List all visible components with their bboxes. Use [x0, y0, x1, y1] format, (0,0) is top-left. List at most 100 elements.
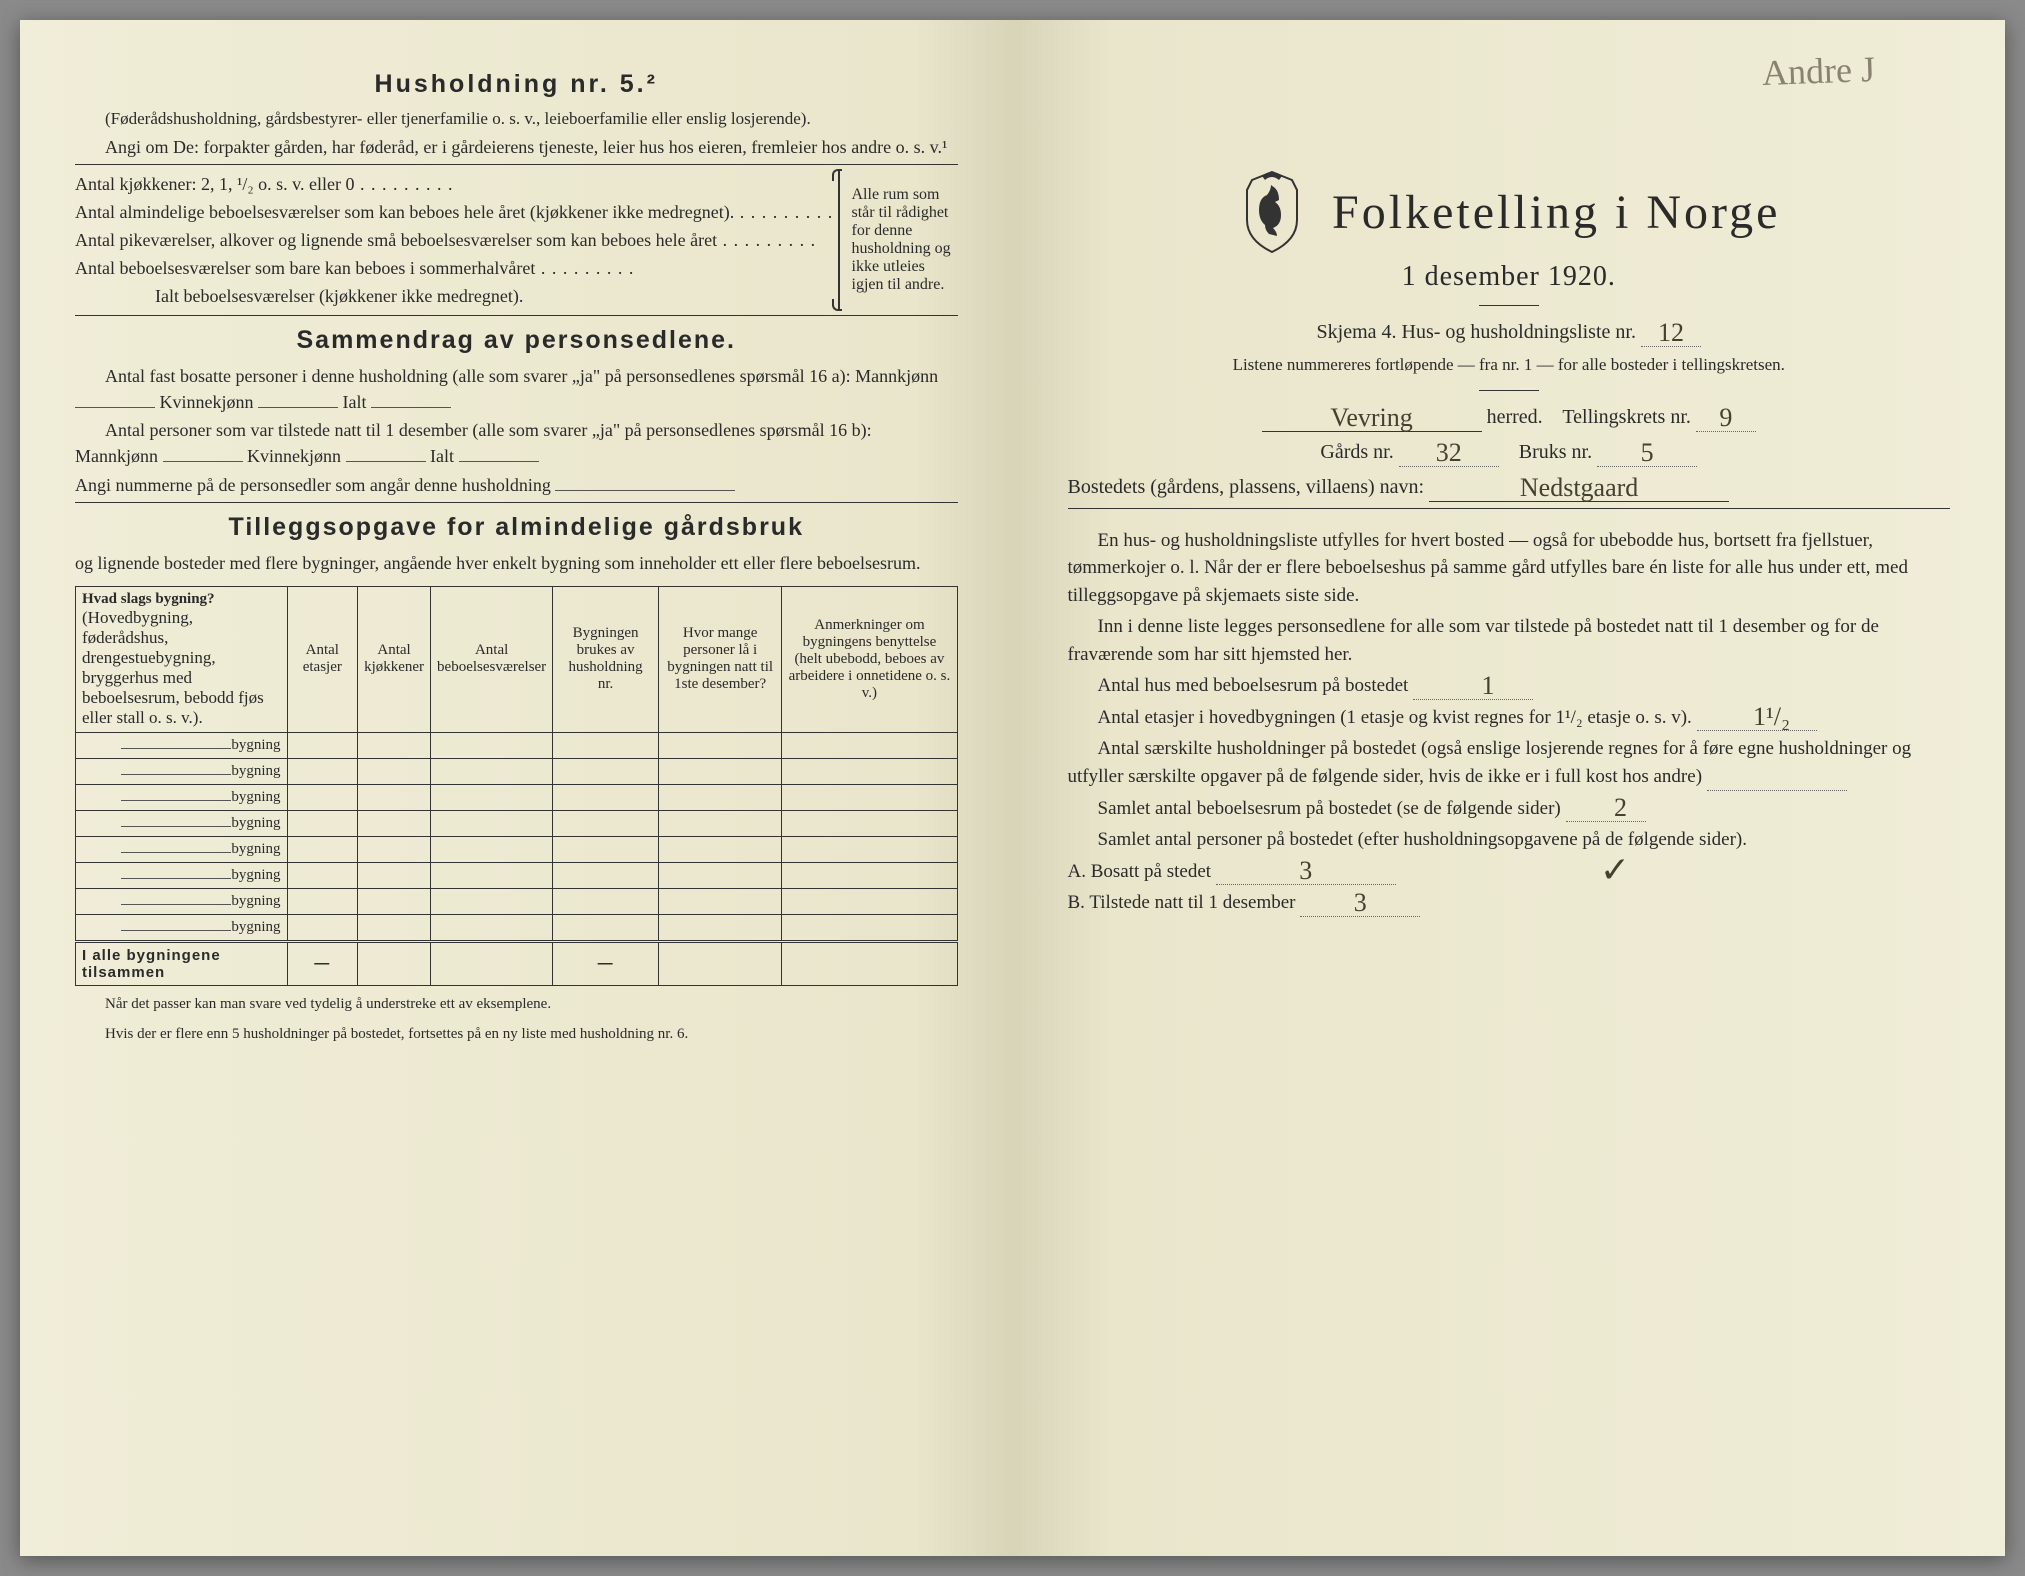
blank [555, 490, 735, 491]
blank [121, 904, 231, 905]
building-tbody: bygning bygning bygning bygning bygning … [76, 732, 958, 985]
kitchen-line-3: Antal pikeværelser, alkover og lignende … [75, 227, 838, 253]
qB-value: 3 [1300, 890, 1420, 917]
q1-value: 1 [1413, 673, 1533, 700]
gard-label: Gårds nr. [1320, 441, 1393, 463]
bruk-value: 5 [1597, 440, 1697, 467]
blank [121, 852, 231, 853]
blank [258, 407, 338, 408]
q2-label: Antal etasjer i hovedbygningen (1 etasje… [1098, 707, 1692, 728]
th-kitchens: Antal kjøkkener [358, 586, 431, 732]
qA-label: A. Bosatt på stedet [1068, 861, 1212, 882]
building-table: Hvad slags bygning? (Hovedbygning, føder… [75, 586, 958, 986]
footnote-2: Hvis der er flere enn 5 husholdninger på… [75, 1024, 958, 1046]
blank [75, 407, 155, 408]
kitchen-line-1: Antal kjøkkener: 2, 1, ¹/₂ o. s. v. elle… [75, 171, 838, 197]
divider [1479, 390, 1539, 391]
supplement-sub: og lignende bosteder med flere bygninger… [75, 550, 958, 576]
table-row: bygning [76, 836, 958, 862]
qA-value: 3 [1216, 858, 1396, 885]
kitchen-line-2: Antal almindelige beboelsesværelser som … [75, 199, 838, 225]
blank [459, 461, 539, 462]
summary-p2: Antal personer som var tilstede natt til… [75, 417, 958, 469]
brace-note: Alle rum som står til rådighet for denne… [838, 169, 958, 311]
krets-label: Tellingskrets nr. [1562, 406, 1691, 428]
th-floors: Antal etasjer [287, 586, 358, 732]
blank [121, 930, 231, 931]
footnote-1: Når det passer kan man svare ved tydelig… [75, 994, 958, 1016]
title-row: Folketelling i Norge [1068, 170, 1951, 255]
th-building-type: Hvad slags bygning? (Hovedbygning, føder… [76, 586, 288, 732]
th-remarks: Anmerkninger om bygningens benyttelse (h… [782, 586, 957, 732]
table-row: bygning [76, 810, 958, 836]
right-page: Andre J Folketelling i Norge 1 desember … [1013, 20, 2006, 1556]
summary-p2c: Ialt [430, 446, 454, 466]
household-sub1: (Føderådshusholdning, gårdsbestyrer- ell… [75, 107, 958, 132]
bygning-label: bygning [231, 841, 280, 857]
summary-p3: Angi nummerne på de personsedler som ang… [75, 472, 958, 498]
q4-line: Samlet antal beboelsesrum på bostedet (s… [1068, 795, 1951, 823]
summary-p2a: Antal personer som var tilstede natt til… [75, 420, 872, 466]
qB-label: B. Tilstede natt til 1 desember [1068, 892, 1296, 913]
document-spread: Husholdning nr. 5.² (Føderådshusholdning… [20, 20, 2005, 1556]
bosted-value: Nedstgaard [1429, 475, 1729, 502]
left-page: Husholdning nr. 5.² (Føderådshusholdning… [20, 20, 1013, 1556]
blank [121, 878, 231, 879]
bygning-label: bygning [231, 789, 280, 805]
blank [121, 826, 231, 827]
q3-value [1707, 790, 1847, 791]
q3-line: Antal særskilte husholdninger på bostede… [1068, 735, 1951, 790]
table-row: bygning [76, 732, 958, 758]
herred-line: Vevring herred. Tellingskrets nr. 9 [1068, 403, 1951, 432]
bygning-label: bygning [231, 737, 280, 753]
summary-p2b: Kvinnekjønn [247, 446, 341, 466]
table-total-row: I alle bygningene tilsammen — — [76, 941, 958, 985]
summary-heading: Sammendrag av personsedlene. [75, 326, 958, 355]
gard-line: Gårds nr. 32 Bruks nr. 5 [1068, 438, 1951, 467]
bygning-label: bygning [231, 919, 280, 935]
th-persons: Hvor mange personer lå i bygningen natt … [658, 586, 781, 732]
gard-value: 32 [1399, 440, 1499, 467]
bruk-label: Bruks nr. [1519, 441, 1592, 463]
herred-label: herred. [1487, 406, 1543, 428]
q2-line: Antal etasjer i hovedbygningen (1 etasje… [1068, 704, 1951, 732]
listene-note: Listene nummereres fortløpende — fra nr.… [1068, 353, 1951, 378]
dash: — [553, 941, 659, 985]
blank [121, 800, 231, 801]
skjema-line: Skjema 4. Hus- og husholdningsliste nr. … [1068, 318, 1951, 347]
kitchen-block: Antal kjøkkener: 2, 1, ¹/₂ o. s. v. elle… [75, 169, 958, 311]
blank [121, 774, 231, 775]
fn1-text: Når det passer kan man svare ved tydelig… [105, 996, 551, 1012]
household-heading: Husholdning nr. 5.² [75, 70, 958, 99]
q4-label: Samlet antal beboelsesrum på bostedet (s… [1098, 798, 1561, 819]
kitchen-line-5: Ialt beboelsesværelser (kjøkkener ikke m… [75, 283, 838, 309]
blank [371, 407, 451, 408]
bygning-label: bygning [231, 763, 280, 779]
table-row: bygning [76, 888, 958, 914]
th-rooms: Antal beboelsesværelser [431, 586, 553, 732]
q1-line: Antal hus med beboelsesrum på bostedet 1 [1068, 672, 1951, 700]
bygning-label: bygning [231, 815, 280, 831]
summary-p1: Antal fast bosatte personer i denne hush… [75, 363, 958, 415]
blank [121, 748, 231, 749]
household-sub2: Angi om De: forpakter gården, har føderå… [75, 134, 958, 160]
q3-label: Antal særskilte husholdninger på bostede… [1068, 738, 1912, 787]
table-row: bygning [76, 862, 958, 888]
q1-label: Antal hus med beboelsesrum på bostedet [1098, 675, 1409, 696]
checkmark-icon: ✓ [1600, 844, 1630, 896]
supplement-heading: Tilleggsopgave for almindelige gårdsbruk [75, 513, 958, 542]
blank [163, 461, 243, 462]
bosted-label: Bostedets (gårdens, plassens, villaens) … [1068, 476, 1425, 498]
divider [1068, 508, 1951, 509]
qB-line: B. Tilstede natt til 1 desember 3 [1068, 889, 1951, 917]
th1-sub: (Hovedbygning, føderådshus, drengestueby… [82, 608, 264, 727]
para-2: Inn i denne liste legges personsedlene f… [1068, 613, 1951, 668]
q2-value: 1¹/₂ [1697, 704, 1817, 731]
page-title: Folketelling i Norge [1332, 185, 1780, 240]
th1-bold: Hvad slags bygning? [82, 591, 215, 607]
summary-p1c: Ialt [343, 392, 367, 412]
dash: — [287, 941, 358, 985]
herred-value: Vevring [1262, 405, 1482, 432]
bosted-line: Bostedets (gårdens, plassens, villaens) … [1068, 473, 1951, 502]
page-subtitle: 1 desember 1920. [1068, 261, 1951, 293]
